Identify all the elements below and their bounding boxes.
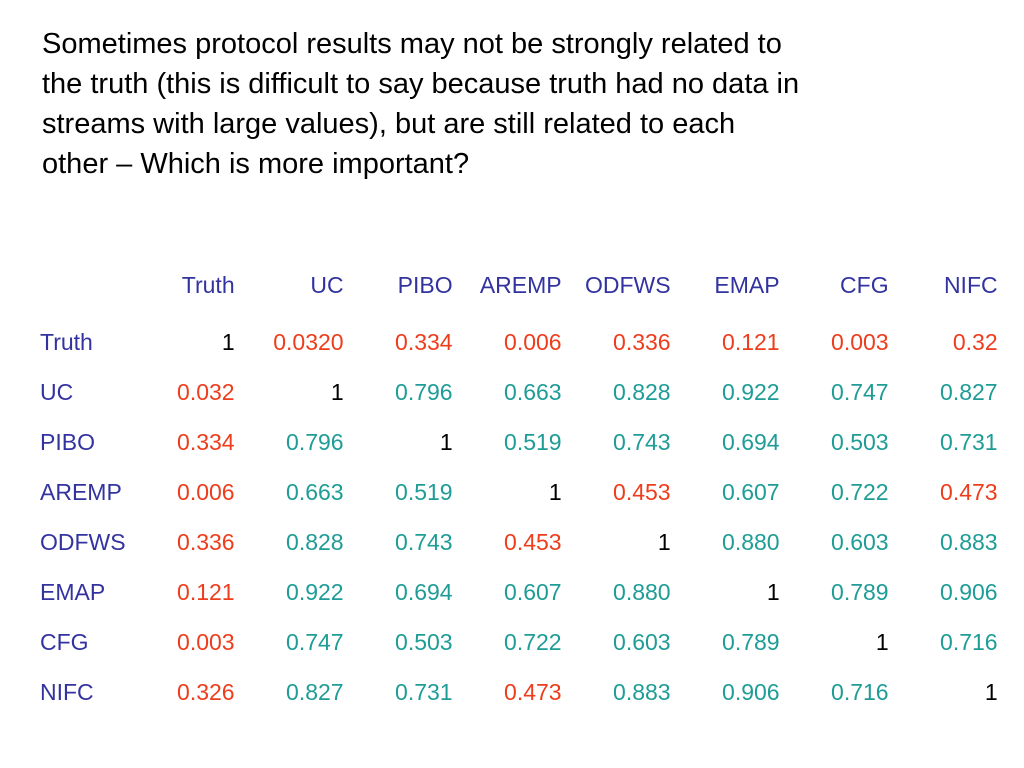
row-label: Truth	[40, 328, 93, 355]
title-line-1: Sometimes protocol results may not be st…	[42, 28, 782, 60]
matrix-cell: 0.906	[722, 678, 780, 705]
matrix-cell: 0.121	[722, 328, 780, 355]
matrix-row: EMAP 0.121 0.922 0.694 0.607 0.880 1 0.789 0.906	[40, 567, 998, 617]
matrix-corner-cell	[40, 260, 126, 310]
correlation-matrix-table: Truth UC PIBO AREMP ODFWS EMAP CFG NIFC Truth 1 0…	[40, 260, 998, 717]
matrix-cell: 0.334	[395, 328, 453, 355]
matrix-cell: 0.694	[722, 428, 780, 455]
matrix-cell: 1	[875, 628, 889, 655]
matrix-cell: 0.796	[395, 378, 453, 405]
matrix-cell: 0.883	[613, 678, 671, 705]
row-label: NIFC	[40, 678, 94, 705]
column-header: PIBO	[397, 271, 453, 298]
matrix-cell: 0.032	[177, 378, 235, 405]
matrix-cell: 0.743	[395, 528, 453, 555]
matrix-cell: 0.883	[940, 528, 998, 555]
matrix-cell: 0.722	[831, 478, 889, 505]
matrix-cell: 1	[548, 478, 562, 505]
matrix-cell: 0.789	[722, 628, 780, 655]
matrix-cell: 0.607	[722, 478, 780, 505]
matrix-cell: 0.336	[613, 328, 671, 355]
row-label: UC	[40, 378, 74, 405]
matrix-cell: 0.663	[504, 378, 562, 405]
matrix-row: PIBO 0.334 0.796 1 0.519 0.743 0.694 0.503 0.731	[40, 417, 998, 467]
matrix-cell: 1	[657, 528, 671, 555]
matrix-cell: 0.722	[504, 628, 562, 655]
matrix-row: CFG 0.003 0.747 0.503 0.722 0.603 0.789 1 0.716	[40, 617, 998, 667]
matrix-cell: 0.827	[286, 678, 344, 705]
matrix-cell: 0.006	[504, 328, 562, 355]
matrix-body: Truth 1 0.0320 0.334 0.006 0.336 0.121 0.003 0.3…	[40, 310, 998, 717]
matrix-cell: 0.743	[613, 428, 671, 455]
matrix-cell: 0.827	[940, 378, 998, 405]
matrix-row: NIFC 0.326 0.827 0.731 0.473 0.883 0.906 0.716 1	[40, 667, 998, 717]
row-label: CFG	[40, 628, 89, 655]
matrix-cell: 0.473	[504, 678, 562, 705]
column-header: NIFC	[943, 271, 998, 298]
matrix-cell: 0.828	[613, 378, 671, 405]
matrix-cell: 1	[439, 428, 453, 455]
matrix-cell: 0.747	[286, 628, 344, 655]
column-header: CFG	[840, 271, 889, 298]
column-header: AREMP	[479, 271, 562, 298]
title-line-3: streams with large values), but are stil…	[42, 108, 736, 140]
column-header: ODFWS	[585, 271, 671, 298]
matrix-cell: 1	[984, 678, 998, 705]
column-header: UC	[310, 271, 344, 298]
matrix-row: Truth 1 0.0320 0.334 0.006 0.336 0.121 0.003 0.3…	[40, 310, 998, 367]
matrix-cell: 0.922	[286, 578, 344, 605]
matrix-cell: 1	[330, 378, 344, 405]
matrix-cell: 0.716	[831, 678, 889, 705]
title-line-2: the truth (this is difficult to say beca…	[42, 68, 800, 100]
slide-title: Sometimes protocol results may not be st…	[42, 24, 982, 184]
matrix-cell: 0.003	[831, 328, 889, 355]
matrix-cell: 0.326	[177, 678, 235, 705]
matrix-cell: 0.731	[940, 428, 998, 455]
matrix-cell: 0.922	[722, 378, 780, 405]
row-label: PIBO	[40, 428, 95, 455]
matrix-cell: 0.789	[831, 578, 889, 605]
matrix-cell: 0.006	[177, 478, 235, 505]
matrix-cell: 0.0320	[273, 328, 344, 355]
matrix-cell: 0.32	[952, 328, 998, 355]
matrix-header-row: Truth UC PIBO AREMP ODFWS EMAP CFG NIFC	[40, 260, 998, 310]
matrix-row: ODFWS 0.336 0.828 0.743 0.453 1 0.880 0.603 0.88…	[40, 517, 998, 567]
matrix-cell: 0.716	[940, 628, 998, 655]
matrix-cell: 0.519	[504, 428, 562, 455]
matrix-cell: 0.121	[177, 578, 235, 605]
matrix-cell: 0.880	[613, 578, 671, 605]
matrix-cell: 0.519	[395, 478, 453, 505]
matrix-cell: 0.747	[831, 378, 889, 405]
matrix-cell: 0.731	[395, 678, 453, 705]
matrix-cell: 0.828	[286, 528, 344, 555]
matrix-cell: 1	[766, 578, 780, 605]
matrix-cell: 0.003	[177, 628, 235, 655]
matrix-cell: 1	[221, 328, 235, 355]
matrix-cell: 0.603	[613, 628, 671, 655]
row-label: EMAP	[40, 578, 106, 605]
matrix-row: UC 0.032 1 0.796 0.663 0.828 0.922 0.747 0.827	[40, 367, 998, 417]
matrix-cell: 0.694	[395, 578, 453, 605]
matrix-cell: 0.607	[504, 578, 562, 605]
title-line-4: other – Which is more important?	[42, 148, 470, 180]
matrix-cell: 0.603	[831, 528, 889, 555]
matrix-cell: 0.473	[940, 478, 998, 505]
matrix-cell: 0.336	[177, 528, 235, 555]
row-label: ODFWS	[40, 528, 126, 555]
matrix-cell: 0.503	[395, 628, 453, 655]
matrix-cell: 0.453	[504, 528, 562, 555]
matrix-cell: 0.906	[940, 578, 998, 605]
matrix-cell: 0.503	[831, 428, 889, 455]
matrix-cell: 0.453	[613, 478, 671, 505]
matrix-cell: 0.334	[177, 428, 235, 455]
column-header: EMAP	[714, 271, 780, 298]
matrix-row: AREMP 0.006 0.663 0.519 1 0.453 0.607 0.722 0.47…	[40, 467, 998, 517]
row-label: AREMP	[40, 478, 122, 505]
matrix-cell: 0.663	[286, 478, 344, 505]
matrix-cell: 0.796	[286, 428, 344, 455]
matrix-cell: 0.880	[722, 528, 780, 555]
column-header: Truth	[181, 271, 235, 298]
